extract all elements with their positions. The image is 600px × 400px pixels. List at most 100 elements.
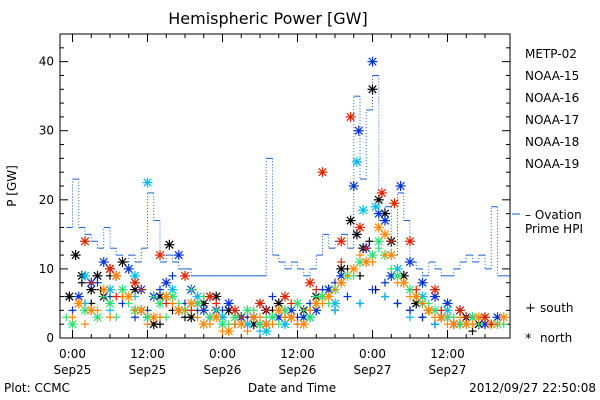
north-point: [367, 56, 378, 67]
plot-timestamp: 2012/09/27 22:50:08: [469, 381, 596, 395]
north-point: [286, 312, 297, 323]
south-point: [112, 292, 121, 301]
y-tick-label: 10: [39, 262, 54, 276]
south-point: [162, 299, 171, 308]
north-point: [423, 305, 434, 316]
x-tick-label-time: 12:00: [280, 347, 315, 361]
north-point: [136, 305, 147, 316]
south-point: [68, 306, 77, 315]
north-point: [411, 291, 422, 302]
north-point: [155, 250, 165, 261]
north-point: [73, 291, 84, 302]
south-point: [381, 278, 389, 287]
x-tick-label-date: Sep27: [354, 363, 392, 377]
south-point: [262, 306, 271, 315]
north-point: [351, 156, 362, 167]
south-point: [412, 285, 421, 294]
north-point: [117, 257, 128, 267]
x-tick-label-time: 12:00: [430, 347, 465, 361]
south-point: [193, 313, 202, 322]
x-tick-label-date: Sep26: [204, 363, 242, 377]
north-point: [223, 326, 234, 337]
north-point: [198, 319, 209, 330]
north-point: [386, 250, 397, 261]
south-point: [331, 285, 339, 294]
north-point: [361, 257, 372, 267]
south-point: [368, 285, 377, 294]
north-point: [105, 298, 115, 309]
north-point: [280, 291, 290, 302]
north-point: [405, 236, 415, 247]
north-point: [373, 222, 384, 233]
north-point: [98, 284, 109, 295]
south-point: [81, 320, 89, 329]
south-point: [418, 313, 427, 322]
south-point: [418, 299, 427, 308]
south-point: [137, 285, 146, 294]
x-tick-label-time: 0:00: [209, 347, 236, 361]
north-point: [336, 277, 347, 288]
north-point: [123, 291, 134, 302]
north-point: [205, 291, 215, 302]
north-point: [64, 291, 75, 302]
x-axis-label: Date and Time: [248, 381, 336, 395]
north-point: [92, 312, 103, 323]
satellite-data-points: [62, 56, 509, 337]
north-point: [164, 239, 175, 250]
south-point: [87, 278, 96, 287]
north-point: [345, 111, 356, 122]
north-point: [142, 177, 153, 188]
x-tick-label-date: Sep25: [129, 363, 167, 377]
x-tick-label-date: Sep25: [54, 363, 92, 377]
north-point: [480, 312, 490, 323]
north-point: [417, 277, 428, 288]
south-point: [406, 313, 414, 322]
north-point: [73, 298, 84, 309]
south-point: [406, 306, 414, 315]
legend-entry: METP-02: [525, 47, 577, 61]
north-point: [380, 208, 390, 219]
y-tick-label: 30: [39, 124, 54, 138]
south-point: [237, 313, 246, 322]
north-point: [498, 312, 509, 323]
north-point: [358, 205, 369, 216]
south-point: [312, 285, 321, 294]
north-point: [223, 298, 234, 309]
ovation-legend-line1: – Ovation: [525, 208, 582, 222]
south-point: [356, 299, 364, 308]
south-point: [187, 306, 196, 315]
north-point: [353, 125, 364, 136]
north-point: [211, 312, 222, 323]
legend: METP-02 NOAA-15 NOAA-16 NOAA-17 NOAA-18 NOAA-…: [525, 47, 579, 171]
x-axis-ticks: 0:00 Sep25 12:00 Sep25 0:00 Sep26 12:00 Sep26 0:…: [54, 34, 486, 377]
legend-entry: NOAA-15: [525, 69, 579, 83]
legend-entry: NOAA-17: [525, 113, 579, 127]
south-key-text: south: [540, 301, 574, 315]
north-point: [367, 84, 378, 95]
south-point: [362, 244, 371, 253]
south-point: [143, 320, 152, 329]
north-point: [298, 319, 309, 330]
north-point: [86, 305, 97, 316]
north-point: [98, 257, 109, 267]
north-point: [80, 270, 90, 281]
south-point: [106, 313, 114, 322]
south-point: [468, 327, 477, 336]
south-point: [387, 237, 396, 246]
north-point: [348, 181, 359, 191]
south-point: [268, 292, 277, 301]
north-point: [123, 263, 134, 274]
north-point: [373, 236, 384, 247]
north-point: [305, 277, 315, 288]
south-point: [387, 264, 396, 273]
ovation-hpi-series: [66, 74, 510, 277]
north-point: [348, 263, 359, 274]
north-point: [198, 305, 209, 316]
south-point: [393, 299, 402, 308]
north-point: [173, 305, 184, 316]
north-key-symbol: *: [525, 332, 532, 347]
south-point: [431, 320, 439, 329]
north-point: [161, 277, 172, 288]
north-point: [323, 291, 334, 302]
legend-entry: NOAA-19: [525, 157, 579, 171]
